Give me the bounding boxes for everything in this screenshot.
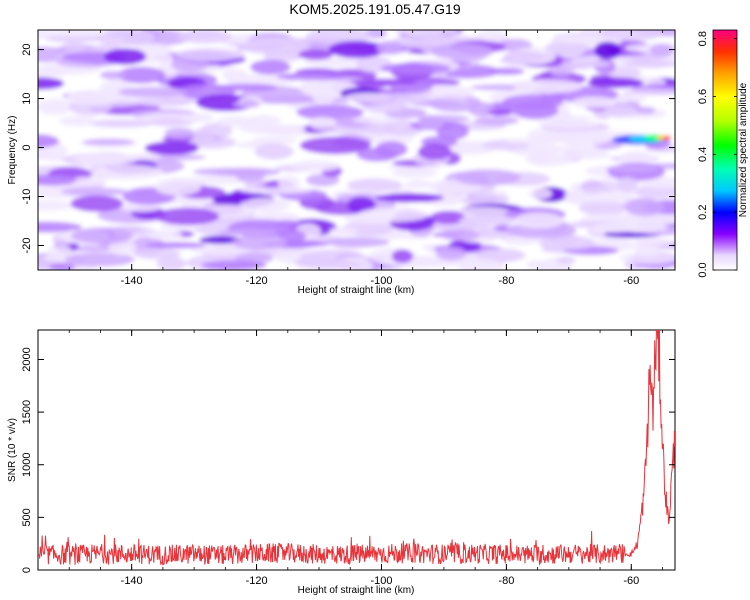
colorbar-ticks: 0.0 0.2 0.4 0.6 0.8: [697, 31, 737, 278]
heatmap-x-tick-label: -140: [121, 275, 143, 287]
heatmap-y-tick-label: -20: [21, 238, 33, 254]
heatmap-x-tick-label: -120: [246, 275, 268, 287]
colorbar-tick-label: 0.2: [697, 205, 709, 220]
snr-x-tick-label: -60: [623, 575, 639, 587]
colorbar: [712, 29, 738, 271]
colorbar-tick-label: 0.8: [697, 31, 709, 46]
figure-title: KOM5.2025.191.05.47.G19: [289, 1, 461, 17]
snr-ticks: -140 -120 -100 -80 -60 0 500 1000 1500 2000: [21, 330, 675, 587]
heatmap-x-tick-label: -100: [370, 275, 392, 287]
colorbar-tick-label: 0.0: [697, 262, 709, 277]
heatmap-frame: [37, 29, 676, 271]
snr-x-tick-label: -120: [246, 575, 268, 587]
snr-y-tick-label: 1500: [21, 400, 33, 424]
snr-y-tick-label: 0: [21, 567, 33, 573]
snr-series-line: [38, 330, 675, 566]
heatmap-x-tick-label: -60: [623, 275, 639, 287]
snr-y-tick-label: 2000: [21, 347, 33, 371]
colorbar-tick-label: 0.6: [697, 89, 709, 104]
snr-y-tick-label: 500: [21, 508, 33, 526]
snr-y-axis-label: SNR (10 * v/v): [7, 418, 18, 482]
snr-x-tick-label: -140: [121, 575, 143, 587]
heatmap-y-tick-label: 0: [21, 144, 33, 150]
heatmap-field: [38, 30, 675, 270]
snr-y-tick-label: 1000: [21, 452, 33, 476]
snr-plot-frame: [37, 329, 676, 571]
heatmap-x-tick-label: -80: [498, 275, 514, 287]
colorbar-tick-label: 0.4: [697, 147, 709, 162]
snr-x-tick-label: -100: [370, 575, 392, 587]
heatmap-x-axis-label: Height of straight line (km): [298, 285, 415, 296]
snr-x-axis-label: Height of straight line (km): [298, 585, 415, 596]
colorbar-label: Normalized spectral amplitude: [738, 82, 749, 217]
snr-x-tick-label: -80: [498, 575, 514, 587]
heatmap-y-tick-label: 10: [21, 92, 33, 104]
heatmap-y-axis-label: Frequency (Hz): [7, 116, 18, 185]
heatmap-y-tick-label: 20: [21, 43, 33, 55]
heatmap-y-tick-label: -10: [21, 189, 33, 205]
